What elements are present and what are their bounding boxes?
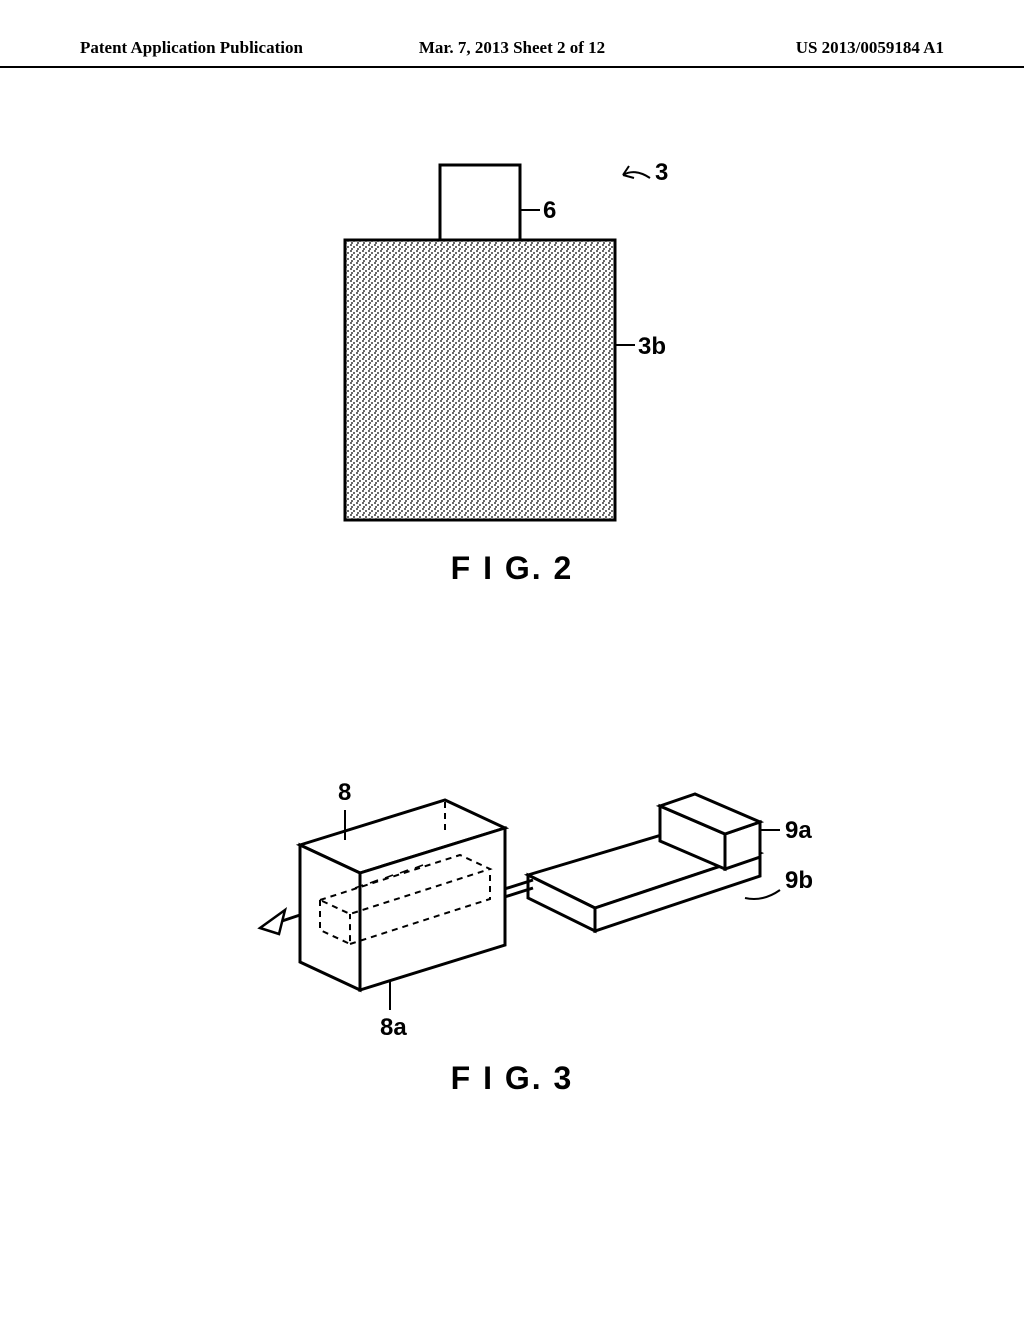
fig3-caption: F I G. 3 bbox=[0, 1060, 1024, 1097]
header-center: Mar. 7, 2013 Sheet 2 of 12 bbox=[368, 38, 656, 66]
fig3-label-9a: 9a bbox=[785, 817, 812, 844]
fig3-label-9b: 9b bbox=[785, 867, 813, 894]
header-right: US 2013/0059184 A1 bbox=[656, 38, 944, 66]
fig2-label-3: 3 bbox=[655, 160, 668, 186]
fig2-diagram: 3 6 3b bbox=[290, 160, 730, 540]
content-area: 3 6 3b F I G. 2 bbox=[0, 100, 1024, 1320]
fig3-label-8a: 8a bbox=[380, 1014, 407, 1041]
figure-3: 8 8a 9a 9b 9 F I G. 3 bbox=[0, 720, 1024, 1170]
fig3-diagram: 8 8a 9a 9b 9 bbox=[215, 720, 815, 1070]
fig2-label-3b: 3b bbox=[638, 333, 666, 360]
fig2-label-6: 6 bbox=[543, 197, 556, 224]
fig3-label-8: 8 bbox=[338, 779, 351, 806]
figure-2: 3 6 3b F I G. 2 bbox=[0, 160, 1024, 660]
fig2-caption: F I G. 2 bbox=[0, 550, 1024, 587]
page-header: Patent Application Publication Mar. 7, 2… bbox=[0, 38, 1024, 68]
header-left: Patent Application Publication bbox=[80, 38, 368, 66]
